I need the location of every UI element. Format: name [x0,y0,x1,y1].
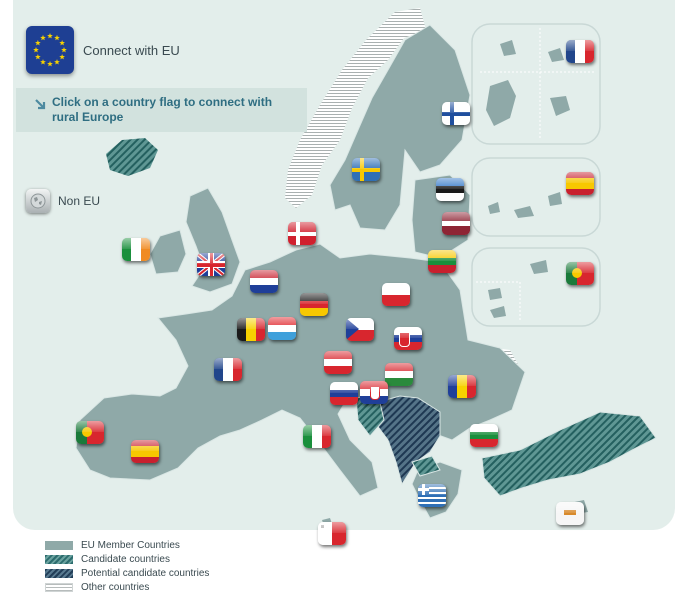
flag-austria[interactable] [324,351,352,374]
legend-label: Candidate countries [81,553,170,565]
legend-item-candidate: Candidate countries [45,552,209,566]
flag-france[interactable] [214,358,242,381]
legend-label: EU Member Countries [81,539,180,551]
flag-united-kingdom[interactable] [197,253,225,276]
flag-romania[interactable] [448,375,476,398]
map-legend: EU Member Countries Candidate countries … [45,538,209,594]
flag-belgium[interactable] [237,318,265,341]
arrow-down-right-icon [35,99,46,110]
flag-spain-canary-islands-inset[interactable] [566,172,594,195]
eu-stars-icon[interactable] [26,26,74,74]
legend-item-potential: Potential candidate countries [45,566,209,580]
flag-cyprus[interactable] [556,502,584,525]
flag-lithuania[interactable] [428,250,456,273]
legend-swatch [45,540,73,550]
flag-poland[interactable] [382,283,410,306]
flag-czech-republic[interactable] [346,318,374,341]
flag-estonia[interactable] [436,178,464,201]
western-balkans-region [375,395,441,486]
non-eu-label: Non EU [58,194,101,208]
legend-swatch [45,568,73,578]
legend-label: Potential candidate countries [81,567,210,579]
flag-latvia[interactable] [442,212,470,235]
mainland-eu-region [75,243,526,497]
legend-swatch [45,582,73,592]
flag-netherlands[interactable] [250,270,278,293]
legend-label: Other countries [81,581,150,593]
flag-portugal[interactable] [76,421,104,444]
flag-bulgaria[interactable] [470,424,498,447]
flag-greece[interactable] [418,484,446,507]
flag-germany[interactable] [300,293,328,316]
flag-hungary[interactable] [385,363,413,386]
flag-ireland[interactable] [122,238,150,261]
flag-croatia[interactable] [360,381,388,404]
flag-sweden[interactable] [352,158,380,181]
macedonia-region [411,455,441,477]
britain-region [185,187,241,293]
header: Connect with EU [26,26,180,74]
ireland-region [149,229,187,275]
non-eu-toggle[interactable]: Non EU [26,189,100,213]
flag-france-french-overseas-inset[interactable] [566,40,594,63]
flag-finland[interactable] [442,102,470,125]
flag-italy[interactable] [303,425,331,448]
inset-azores-madeira [471,247,601,327]
norway-region [285,8,426,208]
legend-swatch [45,554,73,564]
turkey-region [481,411,657,497]
flag-malta[interactable] [318,522,346,545]
legend-item-eu: EU Member Countries [45,538,209,552]
inset-french-overseas [471,23,601,145]
flag-denmark[interactable] [288,222,316,245]
flag-slovakia[interactable] [394,327,422,350]
instruction-banner: Click on a country flag to connect with … [16,88,307,132]
header-title: Connect with EU [83,42,180,58]
inset-canary-islands [471,157,601,237]
iceland-region [106,138,158,176]
flag-slovenia[interactable] [330,382,358,405]
flag-portugal-azores-madeira-inset[interactable] [566,262,594,285]
legend-item-other: Other countries [45,580,209,594]
flag-luxembourg[interactable] [268,317,296,340]
flag-spain[interactable] [131,440,159,463]
instruction-text: Click on a country flag to connect with … [52,95,273,124]
globe-icon[interactable] [26,189,50,213]
